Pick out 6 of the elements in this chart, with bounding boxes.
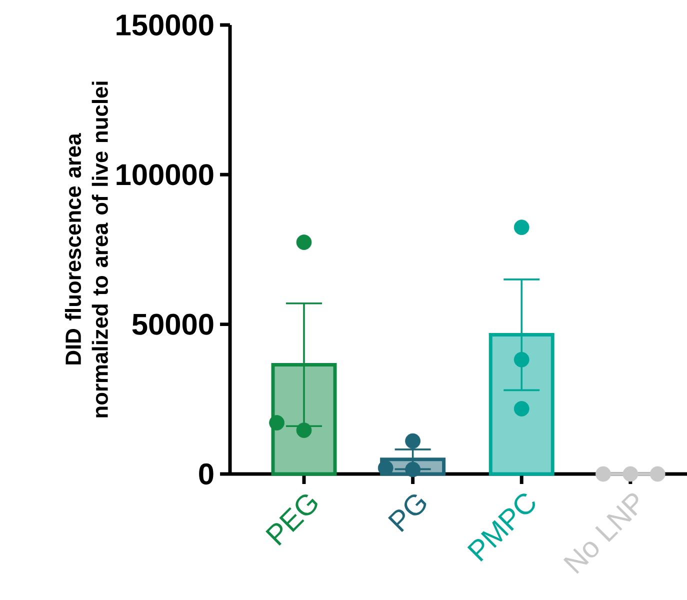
y-tick-label: 50000 <box>132 314 214 335</box>
y-tick-label: 150000 <box>116 14 214 36</box>
y-tick-label: 100000 <box>116 164 214 186</box>
y-axis-title: DID fluorescence area normalized to area of live nuclei <box>64 82 108 418</box>
x-tick-label: PG <box>388 494 426 532</box>
y-tick-label: 0 <box>199 463 214 485</box>
